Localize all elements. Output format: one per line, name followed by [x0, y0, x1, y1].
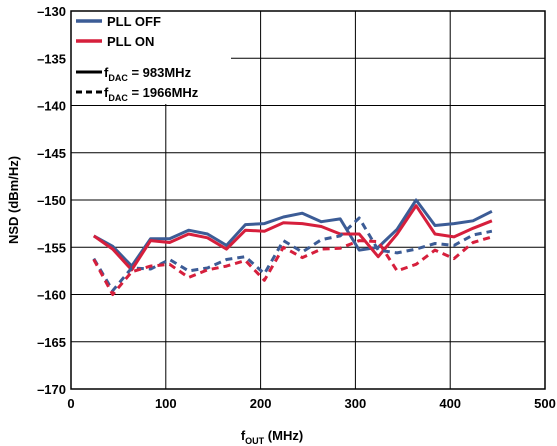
y-tick-label: –170: [37, 382, 66, 397]
legend-label-1966mhz: fDAC = 1966MHz: [104, 85, 199, 103]
y-tick-labels: –130 –135 –140 –145 –150 –155 –160 –165 –170: [37, 4, 66, 397]
plot-frame: [70, 10, 546, 390]
legend-label-pll-off: PLL OFF: [107, 14, 161, 29]
x-tick-label: 100: [155, 396, 177, 411]
y-tick-label: –155: [37, 240, 66, 255]
y-tick-label: –150: [37, 193, 66, 208]
x-tick-label: 300: [345, 396, 367, 411]
x-tick-label: 500: [534, 396, 556, 411]
legend-background: [71, 11, 231, 104]
x-axis-title: fOUT (MHz): [241, 428, 303, 446]
legend-label-983mhz: fDAC = 983MHz: [104, 65, 192, 83]
y-tick-label: –165: [37, 335, 66, 350]
x-tick-label: 200: [250, 396, 272, 411]
legend: PLL OFF PLL ON fDAC = 983MHz fDAC = 1966…: [71, 11, 231, 104]
series-line-4: [92, 235, 493, 296]
x-tick-label: 0: [67, 396, 74, 411]
series-line-2: [92, 204, 493, 272]
y-tick-label: –135: [37, 51, 66, 66]
legend-label-pll-on: PLL ON: [107, 34, 154, 49]
y-tick-label: –140: [37, 99, 66, 114]
x-tick-label: 400: [439, 396, 461, 411]
y-tick-label: –145: [37, 146, 66, 161]
y-axis-title: NSD (dBm/Hz): [6, 156, 21, 244]
series-layer: [92, 198, 493, 296]
series-line-1: [93, 198, 493, 268]
x-tick-labels: 0 100 200 300 400 500: [67, 396, 555, 411]
y-tick-label: –160: [37, 288, 66, 303]
y-tick-label: –130: [37, 4, 66, 19]
